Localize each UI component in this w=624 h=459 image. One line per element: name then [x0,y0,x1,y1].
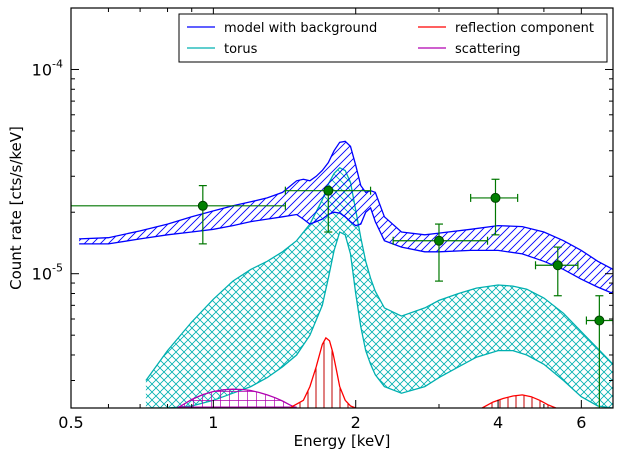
y-tick-label: 10-4 [32,57,63,79]
x-tick-label: 6 [576,413,586,432]
y-axis-label: Count rate [cts/s/keV] [7,126,25,290]
legend: model with background reflection componen… [178,13,608,63]
x-tick-label: 0.5 [58,413,83,432]
data-point [470,178,519,236]
legend-label: reflection component [455,21,594,36]
data-marker [197,200,208,211]
torus-band [145,167,613,408]
reflection-line-1 [289,336,356,408]
legend-label: scattering [455,42,521,57]
x-tick-label: 4 [493,413,503,432]
data-marker [490,192,501,203]
data-marker [433,235,444,246]
reflection-fill-2 [482,394,556,408]
legend-label: model with background [224,21,377,36]
x-tick-label: 2 [351,413,361,432]
axis-ticks: 0.5 1 2 4 6 10-5 10-4 [32,7,614,432]
scattering-line [177,388,297,408]
data-point [534,246,579,297]
data-point [585,295,613,408]
plot-frame [70,7,614,409]
y-tick-label: 10-5 [32,262,63,284]
reflection-fill-1 [289,337,356,408]
torus-lower-line [145,231,613,408]
x-tick-label: 1 [208,413,218,432]
plot-area [71,140,613,408]
reflection-line-2 [481,394,557,408]
data-point [392,223,489,282]
x-axis-label: Energy [keV] [294,432,391,450]
data-marker [323,185,334,196]
model-lower-line [79,206,613,295]
torus-upper-line [145,167,613,381]
data-point [284,185,372,233]
data-point [71,185,286,245]
legend-label: torus [224,42,258,57]
data-marker [594,315,605,326]
legend-box [178,13,608,63]
data-marker [552,260,563,271]
